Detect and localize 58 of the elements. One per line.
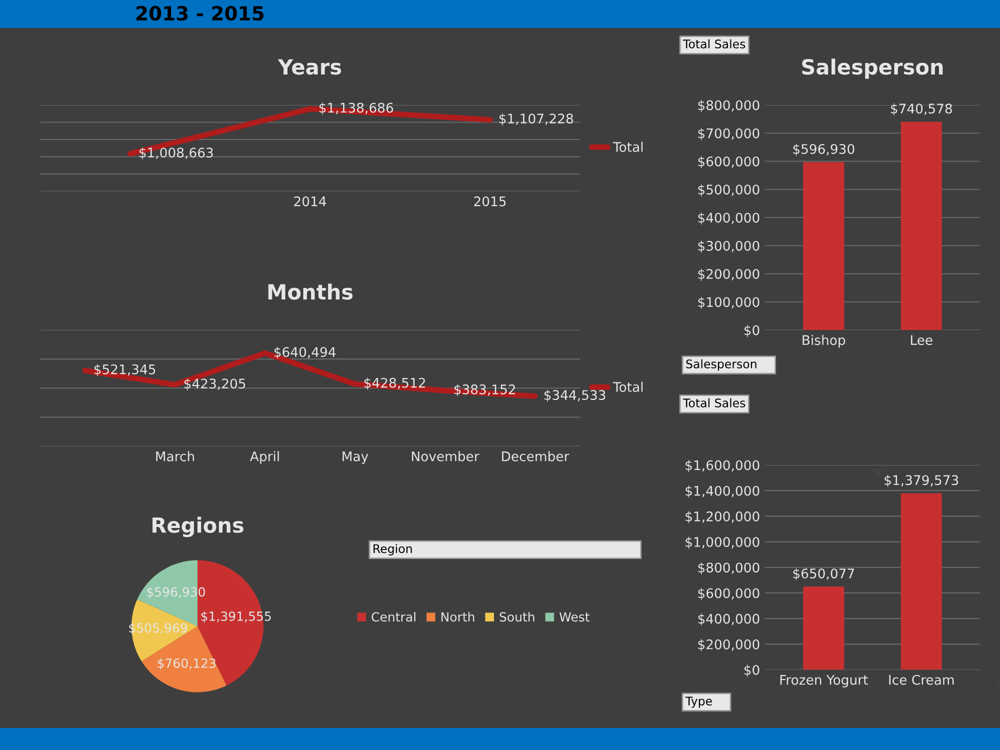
x-axis-title: Type bbox=[685, 696, 712, 708]
data-label: $1,107,228 bbox=[499, 113, 573, 126]
y-tick-label: $1,200,000 bbox=[686, 511, 760, 524]
legend-label: West bbox=[559, 612, 590, 622]
chart-title: Months bbox=[268, 284, 353, 300]
chart-title: Salesperson bbox=[802, 58, 943, 79]
y-tick-label: $100,000 bbox=[698, 296, 760, 309]
y-tick-label: $500,000 bbox=[698, 184, 760, 196]
data-label: $640,494 bbox=[274, 346, 336, 359]
data-label: $521,345 bbox=[94, 364, 156, 376]
x-tick-label: 2014 bbox=[294, 196, 326, 206]
y-tick-label: $0 bbox=[744, 324, 760, 337]
x-tick-label: November bbox=[412, 451, 480, 462]
y-tick-label: $1,000,000 bbox=[686, 536, 760, 549]
x-tick-label: May bbox=[342, 452, 368, 464]
legend-label: North bbox=[441, 612, 474, 622]
data-label: $428,512 bbox=[364, 378, 425, 390]
legend-label: Total bbox=[612, 382, 643, 392]
x-tick-label: 2015 bbox=[474, 196, 506, 206]
text: Total Sales bbox=[682, 39, 746, 48]
y-tick-label: $400,000 bbox=[698, 614, 760, 626]
data-label: $1,138,686 bbox=[319, 102, 394, 114]
chart-title: Years bbox=[278, 59, 342, 75]
legend-label: South bbox=[500, 612, 534, 622]
y-tick-label: $200,000 bbox=[698, 639, 760, 652]
x-tick-label: December bbox=[502, 451, 570, 462]
data-label: $650,077 bbox=[793, 568, 854, 580]
x-axis-title: Salesperson bbox=[686, 359, 756, 371]
y-tick-label: $700,000 bbox=[698, 128, 760, 140]
y-tick-label: $800,000 bbox=[698, 100, 760, 112]
data-label: $423,205 bbox=[184, 378, 246, 390]
legend-label: Total bbox=[612, 142, 643, 152]
x-tick-label: Lee bbox=[910, 335, 932, 346]
x-tick-label: Bishop bbox=[802, 334, 846, 348]
data-label: $740,578 bbox=[890, 103, 952, 116]
data-label: $1,379,573 bbox=[884, 474, 958, 487]
text: 2013 - 2015 bbox=[136, 6, 264, 21]
data-label: $1,008,663 bbox=[139, 147, 213, 160]
y-tick-label: $1,600,000 bbox=[686, 460, 760, 472]
x-tick-label: Ice Cream bbox=[889, 674, 954, 685]
data-label: $344,533 bbox=[544, 390, 606, 402]
legend-title: Region bbox=[374, 544, 412, 556]
x-tick-label: Frozen Yogurt bbox=[780, 675, 868, 688]
y-tick-label: $200,000 bbox=[698, 268, 760, 281]
text: Total Sales bbox=[682, 398, 746, 408]
data-label: $596,930 bbox=[793, 144, 854, 156]
y-tick-label: $300,000 bbox=[698, 240, 760, 253]
y-tick-label: $600,000 bbox=[698, 156, 760, 168]
y-tick-label: $600,000 bbox=[698, 588, 760, 600]
data-label: $760,123 bbox=[158, 658, 216, 670]
x-tick-label: March bbox=[156, 451, 194, 462]
y-tick-label: $800,000 bbox=[698, 562, 760, 574]
x-tick-label: April bbox=[250, 451, 279, 464]
y-tick-label: $400,000 bbox=[698, 212, 760, 224]
legend-label: Central bbox=[372, 612, 416, 622]
y-tick-label: $0 bbox=[744, 664, 760, 677]
chart-title: Regions bbox=[152, 516, 244, 538]
y-tick-label: $1,400,000 bbox=[686, 486, 760, 498]
